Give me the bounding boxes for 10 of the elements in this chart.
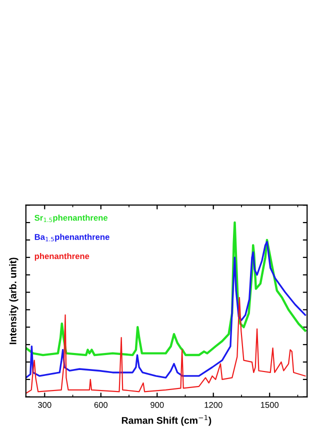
x-tick-label: 1500 (260, 402, 279, 408)
x-axis-title: Raman Shift (cm$^{−1}$) (122, 415, 212, 426)
x-tick-label: 1200 (204, 402, 222, 408)
x-tick-label: 300 (38, 402, 52, 408)
text: phenanthrene (34, 253, 90, 261)
text: Sr$_{1.5}$phenanthrene (34, 214, 108, 222)
x-tick-label: 600 (94, 402, 108, 408)
y-axis-title: Intensity (arb. unit) (9, 258, 18, 344)
x-tick-label: 900 (150, 402, 164, 408)
text: Ba$_{1.5}$phenanthrene (34, 234, 110, 242)
